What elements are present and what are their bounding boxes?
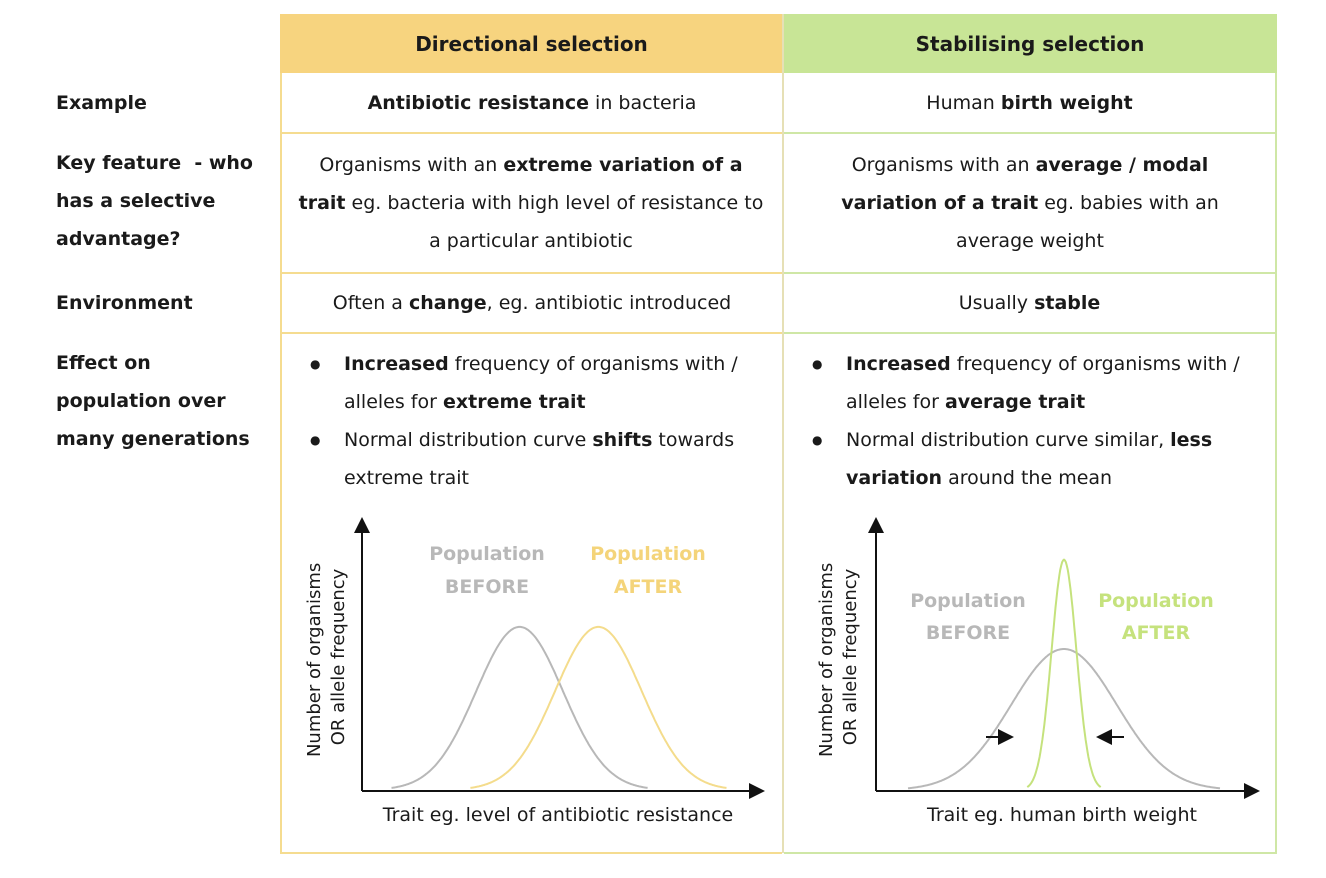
- stabilising-chart: Population BEFORE Population AFTER Numbe…: [816, 517, 1260, 826]
- dir-before-label-2: BEFORE: [445, 576, 529, 598]
- stab-row-line-3: [784, 332, 1277, 334]
- stab-x-label: Trait eg. human birth weight: [926, 804, 1197, 826]
- effect-directional-bullet-2: Normal distribution curve shifts towards…: [306, 421, 776, 497]
- effect-directional-list: Increased frequency of organisms with / …: [306, 345, 776, 497]
- row-label-environment: Environment: [56, 292, 193, 314]
- dir-after-curve: [470, 625, 727, 789]
- directional-header-label: Directional selection: [415, 31, 648, 56]
- environment-directional: Often a change, eg. antibiotic introduce…: [332, 292, 732, 314]
- dir-before-curve: [391, 625, 648, 789]
- stab-y-label-line-1: Number of organisms: [816, 563, 837, 757]
- stab-after-label-1: Population: [1098, 590, 1214, 612]
- row-label-effect: Effect on population over many generatio…: [56, 352, 250, 450]
- effect-stabilising-list: Increased frequency of organisms with / …: [808, 345, 1266, 497]
- key-feature-directional: Organisms with an extreme variation of a…: [298, 154, 764, 252]
- dir-row-line-3: [280, 332, 782, 334]
- dir-row-line-2: [280, 272, 782, 274]
- stab-before-curve: [907, 648, 1221, 790]
- example-directional: Antibiotic resistance in bacteria: [367, 92, 697, 114]
- effect-directional-bullet-1: Increased frequency of organisms with / …: [306, 345, 776, 421]
- stab-bottom-border: [784, 852, 1277, 854]
- directional-header: Directional selection: [280, 14, 783, 73]
- stab-right-border: [1275, 73, 1277, 853]
- dir-after-label-2: AFTER: [614, 576, 683, 598]
- stab-after-label-2: AFTER: [1122, 622, 1191, 644]
- column-divider: [782, 14, 784, 853]
- dir-left-border: [280, 73, 282, 853]
- dir-row-line-1: [280, 132, 782, 134]
- stab-after-curve: [1026, 558, 1102, 788]
- key-feature-stabilising: Organisms with an average / modal variat…: [841, 154, 1219, 252]
- stab-y-label-line-2: OR allele frequency: [840, 568, 861, 745]
- dir-x-label: Trait eg. level of antibiotic resistance: [382, 804, 733, 826]
- stab-row-line-1: [784, 132, 1277, 134]
- example-stabilising: Human birth weight: [926, 92, 1133, 114]
- effect-stabilising-bullet-1: Increased frequency of organisms with / …: [808, 345, 1266, 421]
- dir-y-label-line-1: Number of organisms: [304, 563, 325, 757]
- environment-stabilising: Usually stable: [958, 292, 1101, 314]
- stabilising-header-label: Stabilising selection: [915, 31, 1145, 56]
- stab-y-label: Number of organisms OR allele frequency: [816, 557, 861, 757]
- effect-stabilising-bullet-2: Normal distribution curve similar, less …: [808, 421, 1266, 497]
- dir-after-label-1: Population: [590, 543, 706, 565]
- stab-row-line-2: [784, 272, 1277, 274]
- row-label-example: Example: [56, 92, 147, 114]
- dir-before-label-1: Population: [429, 543, 545, 565]
- directional-chart: Population BEFORE Population AFTER Numbe…: [304, 517, 765, 826]
- stab-before-label-2: BEFORE: [926, 622, 1010, 644]
- row-label-key-feature: Key feature - who has a selective advant…: [56, 152, 253, 250]
- dir-y-label: Number of organisms OR allele frequency: [304, 557, 349, 757]
- stab-before-label-1: Population: [910, 590, 1026, 612]
- stabilising-header: Stabilising selection: [783, 14, 1277, 73]
- dir-y-label-line-2: OR allele frequency: [328, 568, 349, 745]
- dir-bottom-border: [280, 852, 782, 854]
